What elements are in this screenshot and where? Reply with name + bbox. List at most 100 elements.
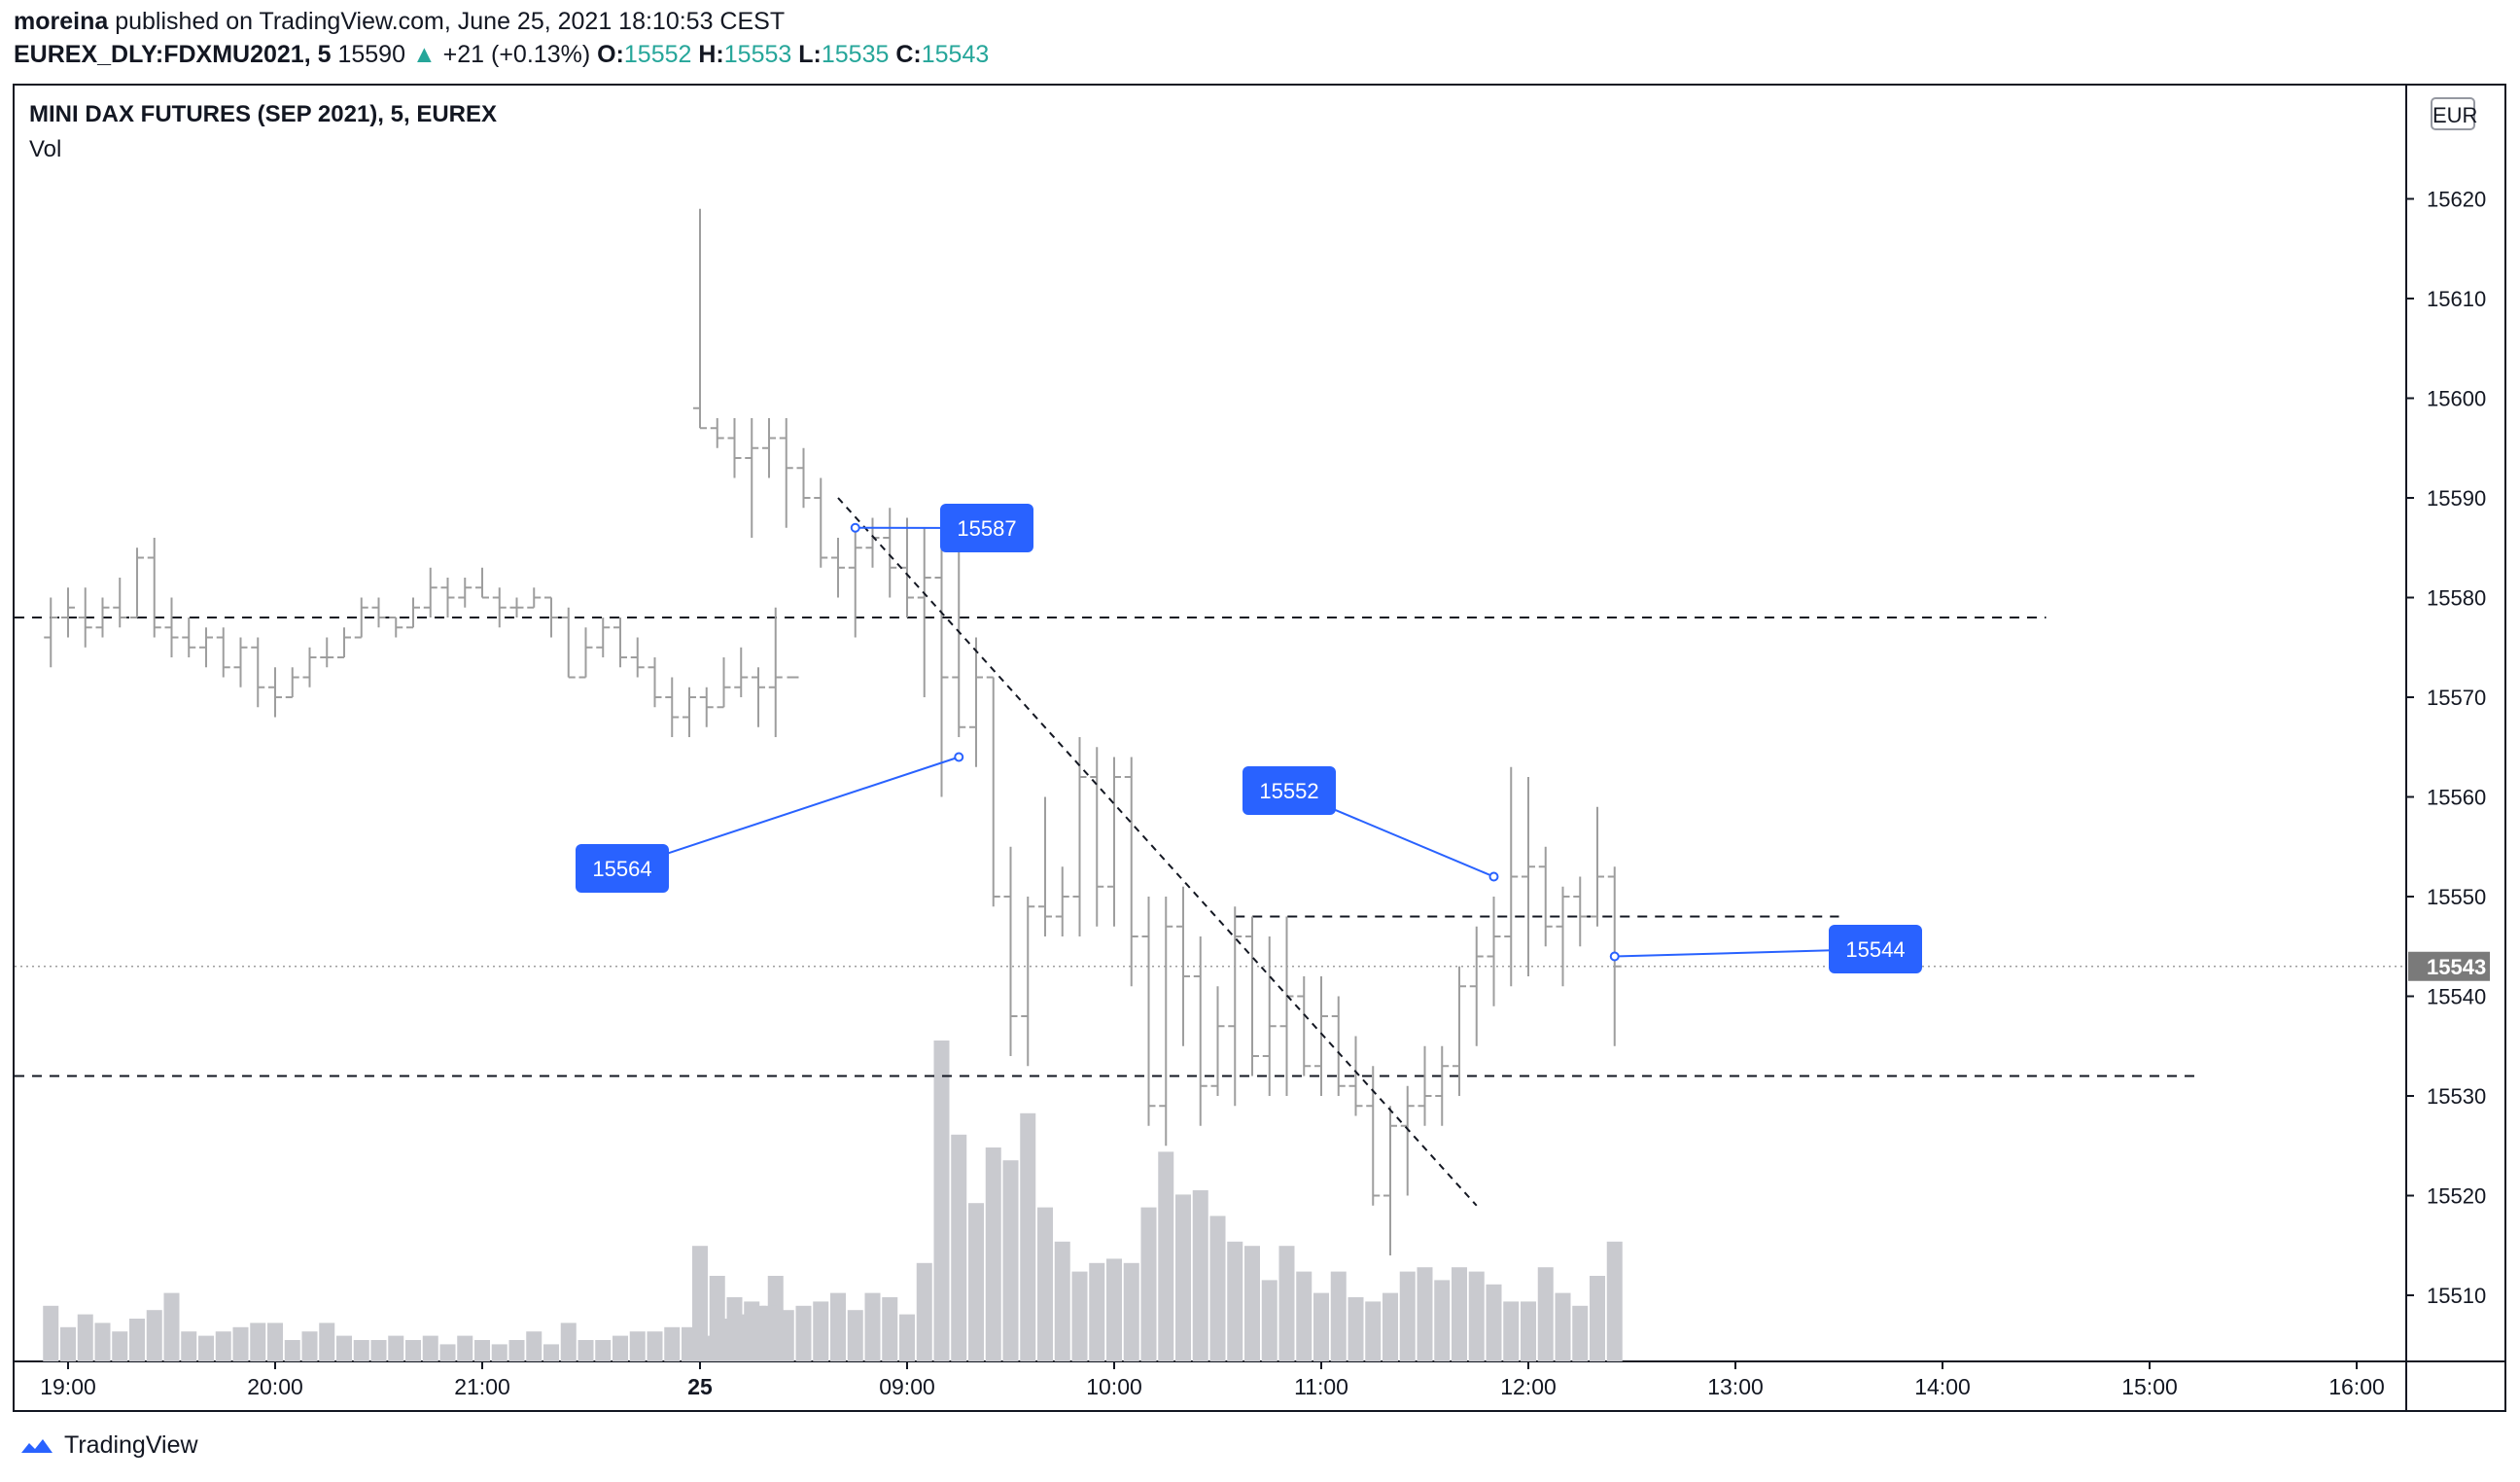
price-tick-label: 15580 <box>2427 586 2486 611</box>
volume-bar <box>1158 1151 1174 1361</box>
volume-bar <box>1278 1246 1295 1361</box>
volume-bar <box>163 1292 180 1361</box>
volume-bar <box>951 1134 967 1361</box>
price-tick-label: 15590 <box>2427 486 2486 511</box>
volume-bar <box>422 1335 438 1361</box>
callout-label: 15544 <box>1845 937 1905 962</box>
callout-anchor <box>1488 871 1499 882</box>
price-tick-label: 15560 <box>2427 786 2486 810</box>
volume-bar <box>77 1314 93 1361</box>
time-tick-label: 13:00 <box>1707 1374 1764 1399</box>
volume-bar <box>726 1297 743 1361</box>
callout-anchor <box>850 522 860 533</box>
volume-bar <box>864 1292 881 1361</box>
volume-bar <box>899 1314 915 1361</box>
volume-bar <box>1590 1276 1605 1361</box>
volume-bar <box>1555 1292 1571 1361</box>
volume-bar <box>1503 1301 1520 1361</box>
callout-box <box>1829 925 1922 973</box>
volume-bar <box>94 1323 111 1361</box>
callout-connector <box>621 756 960 869</box>
volume-bar <box>578 1340 594 1361</box>
volume-bar <box>181 1331 197 1361</box>
open-label: O: <box>597 41 624 68</box>
volume-bar <box>112 1331 128 1361</box>
price-tick-label: 15520 <box>2427 1184 2486 1209</box>
volume-bar <box>778 1310 794 1361</box>
volume-bar <box>146 1310 162 1361</box>
volume-bar <box>664 1326 681 1361</box>
author-name: moreina <box>14 8 109 35</box>
time-tick-label: 10:00 <box>1086 1374 1142 1399</box>
close-value: 15543 <box>921 41 990 68</box>
volume-bar <box>215 1331 231 1361</box>
low-label: L: <box>798 41 822 68</box>
volume-bar <box>744 1301 760 1361</box>
price-tick-label: 15620 <box>2427 188 2486 212</box>
callout-label: 15564 <box>592 857 651 881</box>
time-tick-label: 12:00 <box>1500 1374 1557 1399</box>
price-tick-label: 15570 <box>2427 686 2486 710</box>
chart-legend-title: MINI DAX FUTURES (SEP 2021), 5, EUREX <box>29 101 498 127</box>
publish-info: moreina published on TradingView.com, Ju… <box>14 8 785 36</box>
volume-bar <box>1227 1241 1243 1361</box>
volume-bar <box>129 1319 145 1361</box>
volume-bar <box>1037 1207 1053 1361</box>
change-value: +21 (+0.13%) <box>442 41 591 68</box>
time-tick-label: 19:00 <box>40 1374 96 1399</box>
callout-anchor <box>1609 951 1620 962</box>
volume-bar <box>933 1041 950 1361</box>
footer-brand[interactable]: TradingView <box>19 1431 198 1460</box>
time-tick-label: 11:00 <box>1294 1374 1348 1399</box>
time-tick-label: 16:00 <box>2328 1374 2385 1399</box>
volume-bar <box>336 1335 352 1361</box>
volume-bar <box>1002 1160 1019 1361</box>
volume-bar <box>388 1335 404 1361</box>
volume-bar <box>1209 1216 1226 1361</box>
published-text: published on TradingView.com, June 25, 2… <box>115 8 786 35</box>
volume-bar <box>353 1340 369 1361</box>
volume-bar <box>491 1344 508 1361</box>
volume-bar <box>985 1147 1001 1361</box>
volume-bar <box>1486 1284 1502 1361</box>
volume-bar <box>1313 1292 1329 1361</box>
volume-bar <box>1452 1267 1467 1361</box>
volume-bar <box>284 1340 300 1361</box>
high-value: 15553 <box>723 41 792 68</box>
time-tick-label: 25 <box>687 1374 713 1399</box>
volume-bar <box>1521 1301 1536 1361</box>
volume-bar <box>319 1323 335 1361</box>
time-tick-label: 14:00 <box>1914 1374 1971 1399</box>
callout-box <box>1242 766 1336 815</box>
symbol-label: EUREX_DLY:FDXMU2021, 5 <box>14 41 332 68</box>
volume-bar <box>508 1340 525 1361</box>
chart-frame <box>13 84 2506 1412</box>
currency-button[interactable]: EUR <box>2431 97 2477 130</box>
volume-bar <box>595 1340 612 1361</box>
time-tick-label: 21:00 <box>454 1374 510 1399</box>
volume-bar <box>60 1326 76 1361</box>
price-tick-label: 15600 <box>2427 387 2486 411</box>
volume-bar <box>761 1305 777 1361</box>
volume-bar <box>916 1262 932 1361</box>
volume-bar <box>1261 1280 1278 1361</box>
open-value: 15552 <box>623 41 692 68</box>
volume-bar <box>1244 1246 1260 1361</box>
volume-bar <box>1468 1271 1485 1361</box>
price-tick-label: 15610 <box>2427 287 2486 311</box>
callout-label: 15552 <box>1259 779 1318 803</box>
up-arrow-icon: ▲ <box>411 41 437 68</box>
time-tick-label: 15:00 <box>2121 1374 2178 1399</box>
volume-bar <box>250 1323 266 1361</box>
price-tick-label: 15550 <box>2427 885 2486 909</box>
volume-bar <box>1399 1271 1416 1361</box>
volume-bar <box>847 1310 863 1361</box>
volume-bar <box>457 1335 473 1361</box>
volume-bar <box>405 1340 421 1361</box>
volume-bar <box>1140 1207 1157 1361</box>
volume-bar <box>232 1326 249 1361</box>
volume-bar <box>709 1276 725 1361</box>
volume-bar <box>1348 1297 1364 1361</box>
footer-brand-label: TradingView <box>64 1431 198 1459</box>
